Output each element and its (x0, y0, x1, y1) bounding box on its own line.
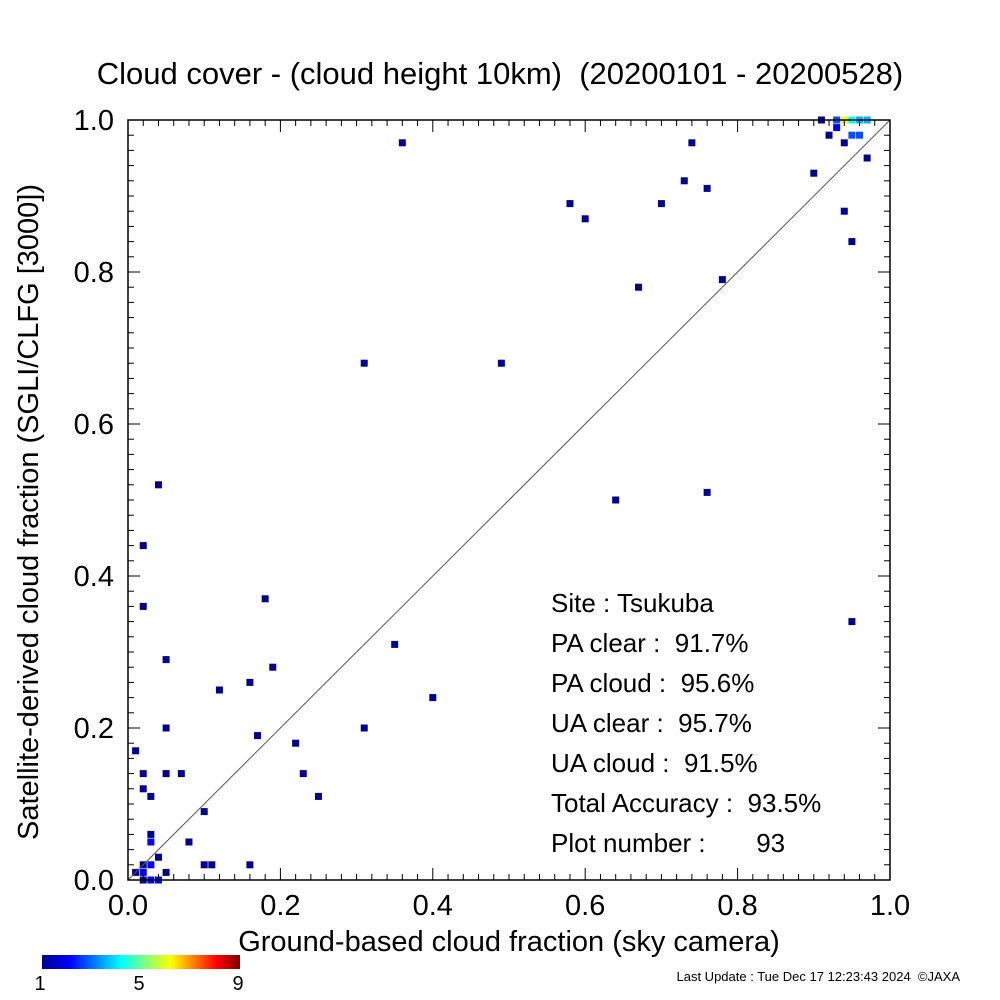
density-cell (718, 276, 726, 284)
density-cell (147, 830, 155, 838)
density-cell (292, 739, 300, 747)
density-cell (825, 131, 833, 139)
density-cell (360, 359, 368, 367)
colorbar-mid-label: 5 (133, 973, 145, 995)
density-cell (139, 785, 147, 793)
density-cell (833, 124, 841, 132)
colorbar (42, 955, 240, 969)
density-cell (680, 177, 688, 185)
x-tick-label: 0.2 (260, 890, 300, 922)
stat-ua-cloud: UA cloud : 91.5% (551, 748, 758, 778)
density-cell (566, 200, 574, 208)
one-to-one-line (127, 119, 891, 881)
density-cell (315, 792, 322, 800)
density-cell (200, 808, 208, 816)
density-cell (147, 838, 155, 846)
density-cell (139, 868, 147, 876)
density-cell (139, 602, 147, 610)
density-cell (848, 131, 856, 139)
density-cell (848, 618, 856, 626)
density-cell (154, 853, 162, 861)
density-cell (840, 139, 848, 147)
density-cell (688, 139, 696, 147)
y-tick-label: 0.4 (74, 561, 114, 593)
density-cell (360, 724, 368, 732)
density-cell (810, 169, 818, 177)
density-cell (254, 732, 262, 740)
density-cell (162, 868, 170, 876)
statistics-panel: Site : Tsukuba PA clear : 91.7% PA cloud… (551, 583, 821, 863)
density-cell (154, 481, 162, 489)
density-cell (215, 686, 223, 694)
colorbar-max-label: 9 (232, 973, 244, 995)
x-tick-label: 0.8 (717, 890, 757, 922)
density-cell (261, 595, 269, 603)
y-tick-label: 1.0 (74, 105, 114, 137)
density-cell (162, 770, 170, 778)
density-cell (429, 694, 437, 702)
density-cell (398, 139, 406, 147)
density-cell (132, 747, 140, 755)
x-tick-label: 0.6 (565, 890, 605, 922)
density-cell (246, 861, 254, 869)
density-cell (703, 488, 711, 496)
density-cell (208, 861, 216, 869)
stat-site: Site : Tsukuba (551, 588, 714, 618)
density-cell (612, 496, 620, 504)
density-cell (147, 792, 155, 800)
density-cell (863, 154, 871, 162)
density-cell (139, 770, 147, 778)
y-tick-label: 0.6 (74, 409, 114, 441)
density-cell (856, 131, 864, 139)
density-cell (635, 283, 643, 291)
y-tick-label: 0.0 (74, 865, 114, 897)
density-cell (139, 542, 147, 550)
density-cell (246, 678, 254, 686)
x-tick-label: 0.4 (413, 890, 453, 922)
chart-title: Cloud cover - (cloud height 10km) (20200… (96, 56, 904, 91)
y-tick-label: 0.8 (74, 257, 114, 289)
density-cell (269, 663, 277, 671)
density-cell (147, 861, 155, 869)
density-cell (200, 861, 208, 869)
stat-ua-clear: UA clear : 95.7% (551, 708, 752, 738)
density-cell (162, 724, 170, 732)
density-cell (391, 640, 399, 648)
stat-plot-number: Plot number : 93 (551, 828, 786, 858)
density-cell (162, 656, 170, 664)
density-cell (840, 207, 848, 215)
x-axis-label: Ground-based cloud fraction (sky camera) (238, 926, 780, 958)
x-tick-label: 0.0 (108, 890, 148, 922)
density-cell (657, 200, 665, 208)
colorbar-min-label: 1 (34, 973, 46, 995)
density-cell (581, 215, 589, 223)
stat-pa-cloud: PA cloud : 95.6% (551, 668, 755, 698)
stat-total-accuracy: Total Accuracy : 93.5% (551, 788, 822, 818)
density-cell (703, 184, 711, 192)
y-axis-label: Satellite-derived cloud fraction (SGLI/C… (13, 184, 45, 840)
plot-frame (127, 119, 891, 881)
density-cell (299, 770, 307, 778)
x-tick-label: 1.0 (870, 890, 910, 922)
density-cell (185, 838, 193, 846)
last-update-text: Last Update : Tue Dec 17 12:23:43 2024 ©… (676, 969, 961, 984)
stat-pa-clear: PA clear : 91.7% (551, 628, 749, 658)
density-cell (177, 770, 185, 778)
density-cell (497, 359, 505, 367)
density-cell (848, 238, 856, 246)
y-tick-label: 0.2 (74, 713, 114, 745)
